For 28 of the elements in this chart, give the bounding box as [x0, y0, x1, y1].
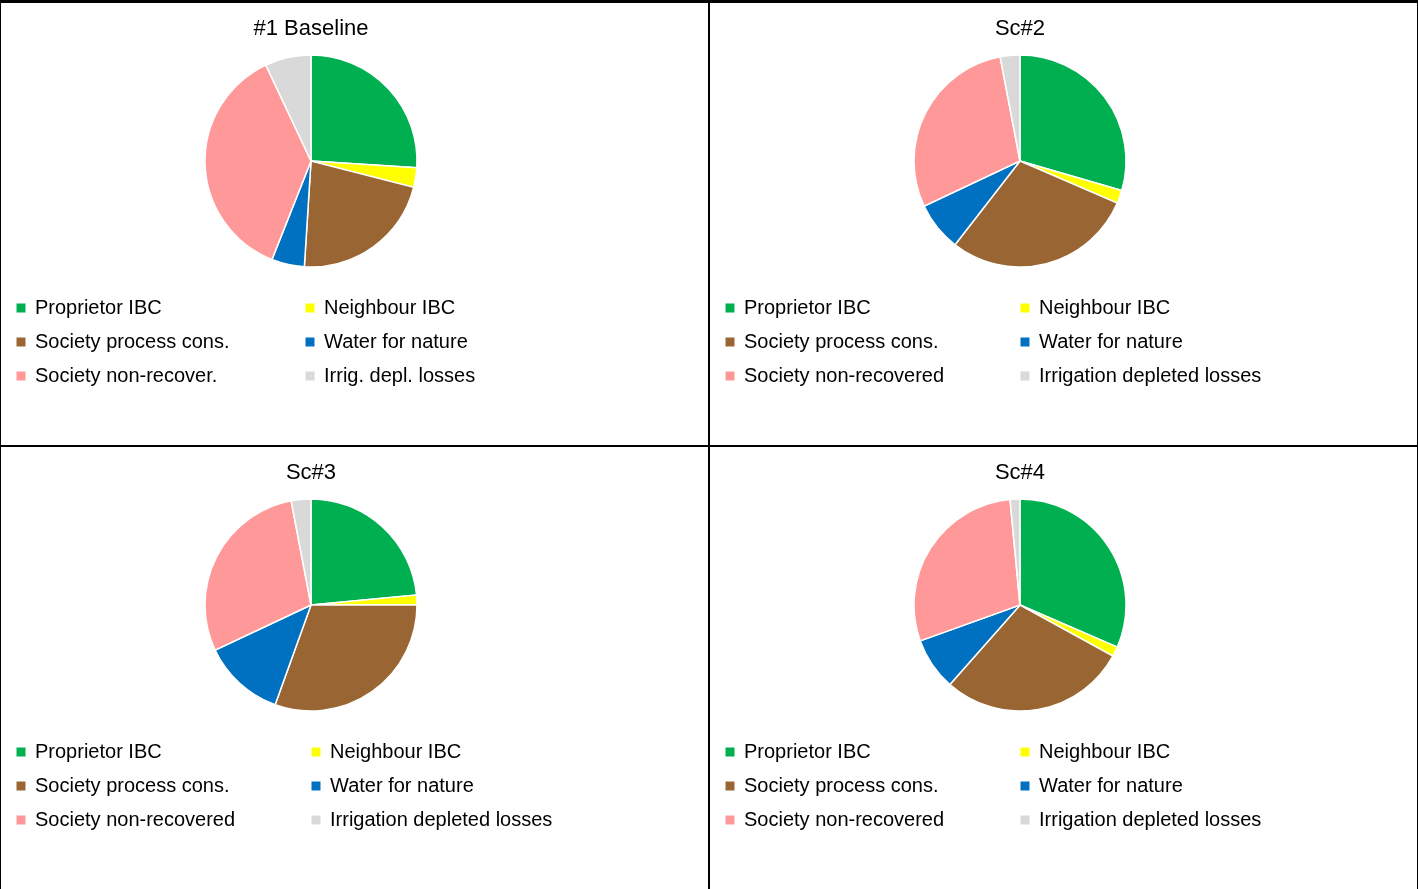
chart-title: #1 Baseline — [253, 15, 369, 40]
chart-title: Sc#3 — [285, 459, 337, 484]
legend-label: Society process cons. — [35, 774, 230, 796]
legend-label: Proprietor IBC — [35, 740, 162, 762]
legend-label: Society process cons. — [744, 774, 939, 796]
legend-label: Society process cons. — [744, 330, 939, 352]
legend-label: Proprietor IBC — [744, 296, 871, 318]
legend-label: Neighbour IBC — [324, 296, 456, 318]
legend-label: Proprietor IBC — [744, 740, 871, 762]
legend-label: Society non-recovered — [35, 808, 236, 830]
legend-label: Irrigation depleted losses — [330, 808, 553, 830]
legend-label: Society process cons. — [35, 330, 230, 352]
legend-label: Water for nature — [1039, 774, 1183, 796]
legend-label: Water for nature — [1039, 330, 1183, 352]
chart-title: Sc#2 — [994, 15, 1046, 40]
legend-label: Neighbour IBC — [330, 740, 462, 762]
legend-label: Society non-recovered — [744, 364, 945, 386]
legend-label: Neighbour IBC — [1039, 296, 1171, 318]
legend-label: Neighbour IBC — [1039, 740, 1171, 762]
legend-label: Society non-recovered — [744, 808, 945, 830]
legend-label: Society non-recover. — [35, 364, 218, 386]
legend-label: Water for nature — [324, 330, 468, 352]
legend-label: Irrigation depleted losses — [1039, 808, 1262, 830]
chart-title: Sc#4 — [994, 459, 1046, 484]
legend-label: Irrig. depl. losses — [324, 364, 476, 386]
legend-label: Irrigation depleted losses — [1039, 364, 1262, 386]
legend-label: Proprietor IBC — [35, 296, 162, 318]
legend-label: Water for nature — [330, 774, 474, 796]
